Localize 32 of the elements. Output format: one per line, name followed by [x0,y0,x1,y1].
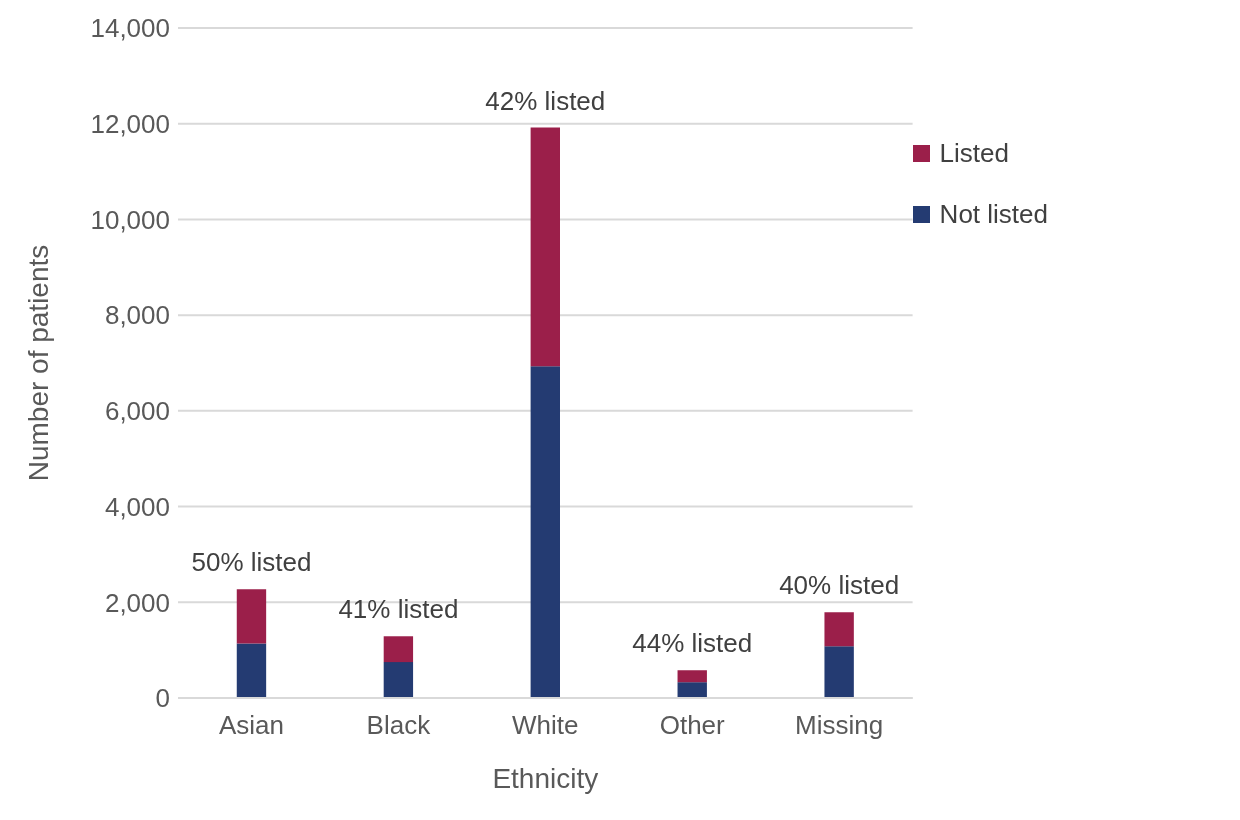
legend-label: Not listed [939,199,1048,230]
annotation: 41% listed [338,594,459,625]
bar [677,670,707,683]
annotation: 40% listed [779,570,900,601]
x-tick-label: Asian [218,710,284,741]
annotation: 50% listed [191,547,312,578]
annotation: 44% listed [632,628,753,659]
bar [530,127,560,367]
bar [824,646,854,698]
x-tick-label: Black [366,710,432,741]
x-axis-title: Ethnicity [492,763,599,794]
x-tick-label: Other [659,710,726,741]
y-tick-label: 6,000 [104,396,170,427]
bar [677,682,707,698]
y-tick-label: 14,000 [90,13,170,44]
y-tick-label: 10,000 [90,204,170,235]
bar [530,366,560,698]
bar [236,643,267,698]
bar [236,589,267,644]
y-tick-label: 8,000 [104,300,170,331]
y-tick-label: 12,000 [90,108,170,139]
bar [383,662,414,698]
bar [824,612,854,647]
legend-label: Listed [939,138,1009,169]
y-tick-label: 4,000 [104,491,170,522]
x-tick-label: White [512,710,579,741]
y-tick-label: 0 [155,683,170,714]
y-tick-label: 2,000 [104,587,170,618]
annotation: 42% listed [485,85,606,116]
bar [383,636,414,663]
y-axis-title: Number of patients [22,244,54,482]
x-tick-label: Missing [795,710,884,741]
